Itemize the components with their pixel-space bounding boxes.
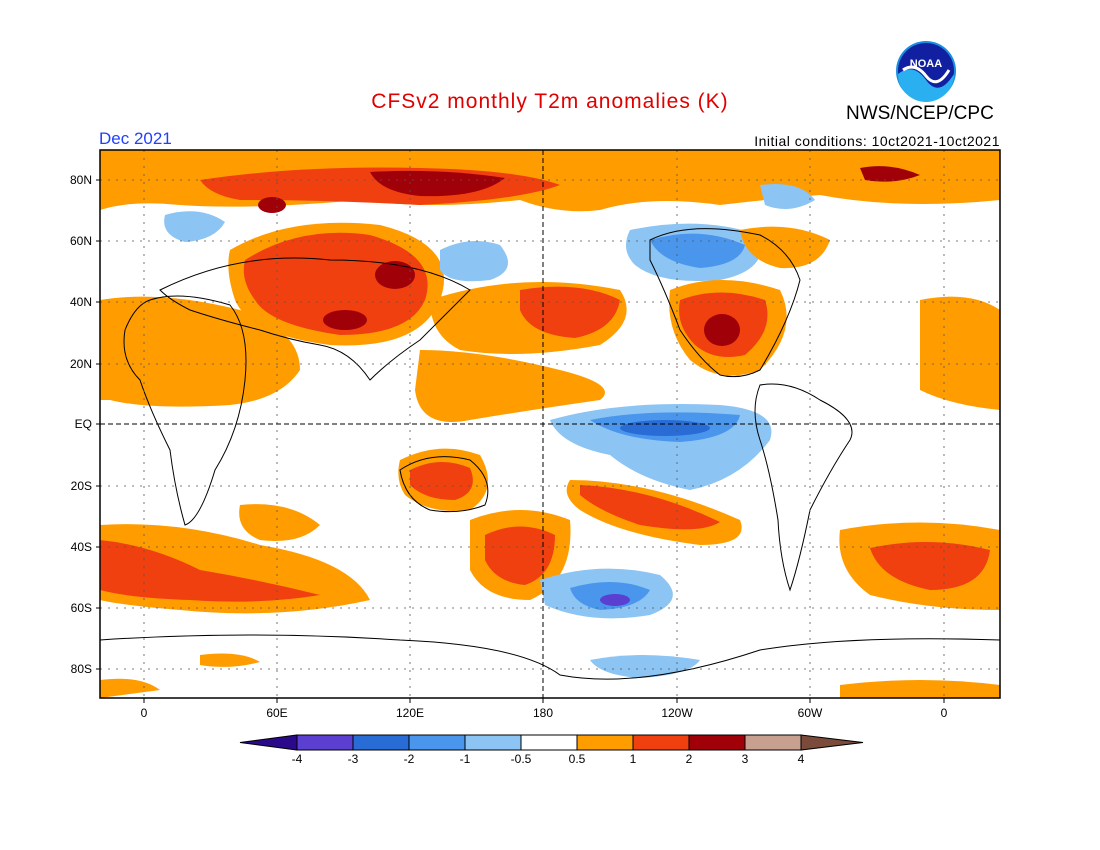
colorbar-arrow-right [800, 734, 864, 751]
agency-label: NWS/NCEP/CPC [846, 103, 994, 124]
logo-text: NOAA [910, 58, 942, 70]
colorbar-swatch [352, 734, 410, 751]
lon-label: 120W [661, 706, 693, 720]
colorbar-label: -0.5 [510, 752, 532, 766]
map-title: CFSv2 monthly T2m anomalies (K) [371, 90, 729, 113]
coastlines [100, 228, 1000, 680]
lat-label: 40S [70, 540, 92, 554]
colorbar-label: 3 [741, 752, 749, 766]
lat-label: EQ [74, 417, 92, 431]
lon-label: 180 [532, 706, 554, 720]
lat-label: 20N [69, 357, 92, 371]
lat-label: 60S [70, 601, 92, 615]
lat-label: 60N [69, 234, 92, 248]
colorbar-label: -1 [459, 752, 471, 766]
lat-label: 80S [70, 662, 92, 676]
lat-label: 20S [70, 479, 92, 493]
colorbar-label: 0.5 [568, 752, 586, 766]
colorbar-swatch [744, 734, 802, 751]
colorbar-swatch [296, 734, 354, 751]
lat-label: 80N [69, 173, 92, 187]
colorbar-swatch [688, 734, 746, 751]
noaa-logo: NOAA [896, 41, 956, 102]
colorbar-label: -2 [403, 752, 415, 766]
lon-label: 60W [797, 706, 823, 720]
lon-label: 120E [395, 706, 425, 720]
colorbar-swatch [464, 734, 522, 751]
axis-ticks [96, 179, 945, 703]
colorbar-label: 2 [685, 752, 693, 766]
lon-label: 60E [266, 706, 288, 720]
initial-conditions: Initial conditions: 10ct2021-10ct2021 [754, 133, 1000, 149]
colorbar-swatch [576, 734, 634, 751]
colorbar-label: 1 [629, 752, 637, 766]
forecast-month: Dec 2021 [99, 129, 172, 148]
colorbar-label: -4 [291, 752, 303, 766]
colorbar-swatch [408, 734, 466, 751]
lon-label: 0 [140, 706, 148, 720]
equator-dateline [100, 150, 1000, 698]
colorbar-arrow-left [239, 734, 298, 751]
colorbar-swatch [632, 734, 690, 751]
lon-label: 0 [940, 706, 948, 720]
lat-label: 40N [69, 295, 92, 309]
colorbar [239, 734, 864, 751]
colorbar-label: 4 [797, 752, 805, 766]
colorbar-swatch [520, 734, 578, 751]
colorbar-label: -3 [347, 752, 359, 766]
